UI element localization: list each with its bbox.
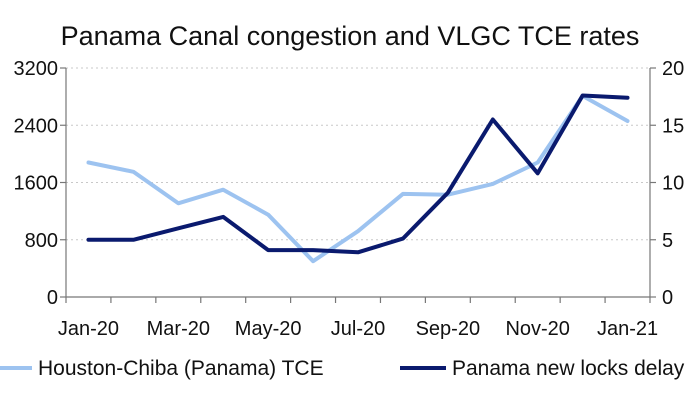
axes: 0 800 1600 2400 3200 0 5 10 15 20 Jan-20 Mar-20 May-…: [14, 58, 685, 340]
right-y-tick-label: 20: [662, 58, 684, 80]
left-y-tick-label: 800: [25, 230, 58, 252]
x-tick-label: Mar-20: [147, 318, 210, 340]
right-y-tick-label: 0: [662, 287, 673, 309]
legend-label: Panama new locks delay: [452, 357, 685, 380]
right-y-tick-label: 15: [662, 115, 684, 137]
right-y-tick-label: 5: [662, 230, 673, 252]
x-tick-label: Jan-20: [58, 318, 119, 340]
grid: [66, 67, 650, 241]
legend: Houston-Chiba (Panama) TCE Panama new loc…: [0, 357, 685, 380]
left-y-tick-label: 0: [47, 287, 58, 309]
left-y-tick-label: 1600: [14, 173, 59, 195]
x-tick-label: Sep-20: [416, 318, 481, 340]
series: [86, 93, 630, 264]
x-tick-label: Nov-20: [505, 318, 569, 340]
right-y-tick-label: 10: [662, 173, 684, 195]
left-y-tick-label: 3200: [14, 58, 59, 80]
x-tick-label: Jan-21: [597, 318, 658, 340]
legend-label: Houston-Chiba (Panama) TCE: [38, 357, 324, 380]
x-tick-label: Jul-20: [331, 318, 385, 340]
x-tick-label: May-20: [235, 318, 302, 340]
chart-title: Panama Canal congestion and VLGC TCE rat…: [61, 21, 640, 51]
left-y-tick-label: 2400: [14, 115, 59, 137]
series-line-1: [86, 93, 630, 264]
